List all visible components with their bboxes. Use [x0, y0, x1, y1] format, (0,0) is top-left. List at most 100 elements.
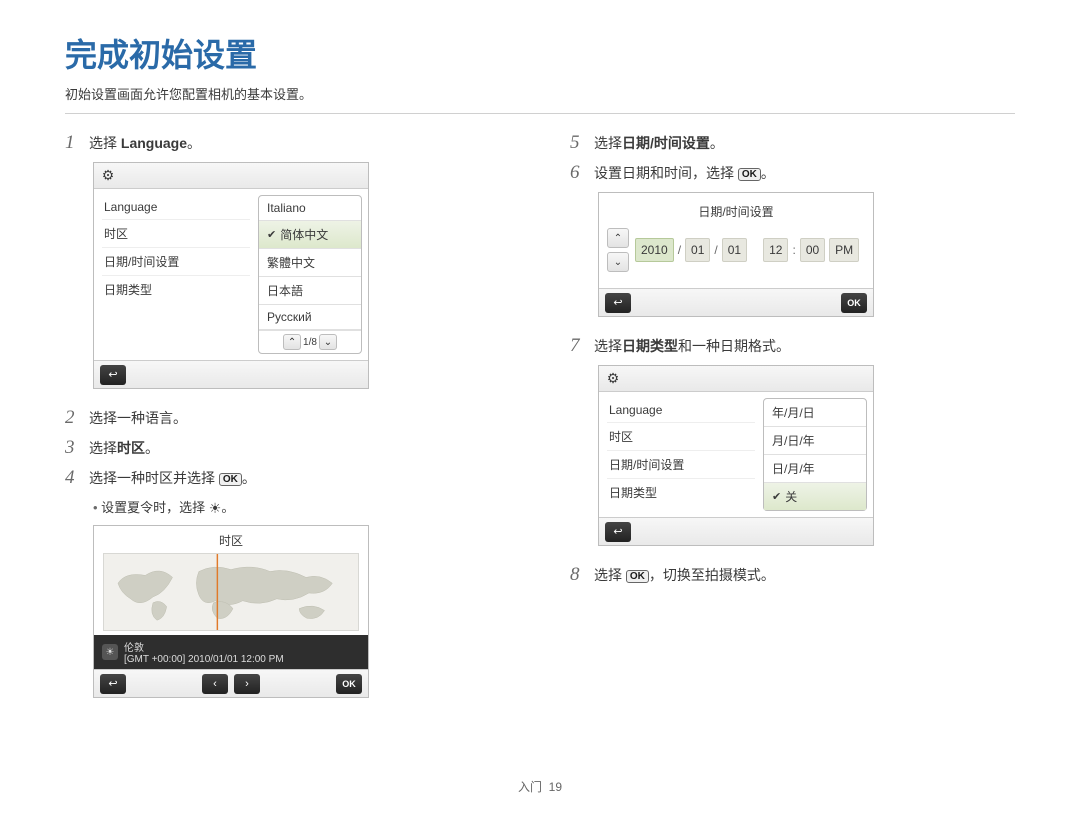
language-options: Italiano ✔ 简体中文 繁體中文 日本語 Русский ⌃ 1/8 ⌄ [258, 195, 362, 354]
back-button[interactable]: ↩ [100, 674, 126, 694]
page-down-button[interactable]: ⌄ [319, 334, 337, 350]
step-4-post: 。 [242, 470, 256, 486]
tz-datetime: [GMT +00:00] 2010/01/01 12:00 PM [124, 654, 284, 665]
lang-option-label: 简体中文 [280, 226, 328, 243]
step-3-pre: 选择 [89, 440, 117, 456]
step-4-pre: 选择一种时区并选择 [89, 470, 219, 486]
step-5-post: 。 [710, 135, 724, 151]
step-4: 4 选择一种时区并选择 OK。 [65, 467, 510, 489]
dt-title: 日期/时间设置 [607, 203, 865, 220]
year-field[interactable]: 2010 [635, 238, 674, 262]
menu-item-language[interactable]: Language [607, 398, 755, 423]
gear-icon: ⚙ [605, 371, 621, 387]
step-4-sub-pre: 设置夏令时，选择 [101, 500, 209, 515]
language-screen: ⚙ Language 时区 日期/时间设置 日期类型 Italiano ✔ 简体中… [93, 162, 369, 389]
spin-down-button[interactable]: ⌄ [607, 252, 629, 272]
step-7-post: 和一种日期格式。 [678, 338, 790, 354]
step-6-pre: 设置日期和时间，选择 [594, 165, 738, 181]
step-number: 8 [570, 564, 584, 586]
back-button[interactable]: ↩ [605, 522, 631, 542]
value-spinner: ⌃ ⌄ [607, 228, 629, 272]
step-3-bold: 时区 [117, 440, 145, 456]
minute-field[interactable]: 00 [800, 238, 825, 262]
step-5-bold: 日期/时间设置 [622, 135, 710, 151]
step-4-sub: 设置夏令时，选择 ☀。 [93, 497, 510, 517]
step-4-sub-post: 。 [221, 500, 234, 515]
datetype-option[interactable]: 年/月/日 [764, 399, 866, 427]
back-button[interactable]: ↩ [605, 293, 631, 313]
month-field[interactable]: 01 [685, 238, 710, 262]
datetype-options: 年/月/日 月/日/年 日/月/年 ✔关 [763, 398, 867, 511]
step-7-bold: 日期类型 [622, 338, 678, 354]
check-icon: ✔ [267, 228, 276, 241]
menu-item-language[interactable]: Language [102, 195, 250, 220]
step-number: 1 [65, 132, 79, 154]
lang-option[interactable]: 繁體中文 [259, 249, 361, 277]
datetype-option-label: 关 [785, 488, 797, 505]
step-7-pre: 选择 [594, 338, 622, 354]
datetime-screen: 日期/时间设置 ⌃ ⌄ 2010 / 01 / 01 12 : [598, 192, 874, 317]
datetype-option-selected[interactable]: ✔关 [764, 483, 866, 510]
datetype-screen: ⚙ Language 时区 日期/时间设置 日期类型 年/月/日 月/日/年 日… [598, 365, 874, 546]
step-2: 2 选择一种语言。 [65, 407, 510, 429]
step-8-pre: 选择 [594, 567, 626, 583]
world-map[interactable] [103, 553, 359, 631]
page-indicator: 1/8 [303, 337, 317, 348]
menu-item-timezone[interactable]: 时区 [102, 220, 250, 248]
pager: ⌃ 1/8 ⌄ [259, 330, 361, 353]
step-3-post: 。 [145, 440, 159, 456]
ampm-field[interactable]: PM [829, 238, 859, 262]
step-3: 3 选择时区。 [65, 437, 510, 459]
day-field[interactable]: 01 [722, 238, 747, 262]
gear-icon: ⚙ [100, 168, 116, 184]
step-6-post: 。 [761, 165, 775, 181]
step-1: 1 选择 Language。 [65, 132, 510, 154]
page-footer: 入门 19 [0, 778, 1080, 795]
menu-item-datetype[interactable]: 日期类型 [607, 479, 755, 506]
step-6: 6 设置日期和时间，选择 OK。 [570, 162, 1015, 184]
settings-menu: Language 时区 日期/时间设置 日期类型 [94, 189, 258, 360]
timezone-screen: 时区 ☀ [93, 525, 369, 698]
datetype-option[interactable]: 月/日/年 [764, 427, 866, 455]
page-up-button[interactable]: ⌃ [283, 334, 301, 350]
step-number: 5 [570, 132, 584, 154]
footer-page: 19 [549, 780, 562, 794]
page-subtitle: 初始设置画面允许您配置相机的基本设置。 [65, 84, 1015, 114]
step-5: 5 选择日期/时间设置。 [570, 132, 1015, 154]
left-column: 1 选择 Language。 ⚙ Language 时区 日期/时间设置 日期类… [65, 132, 510, 716]
menu-item-datetime[interactable]: 日期/时间设置 [102, 248, 250, 276]
step-1-pre: 选择 [89, 135, 121, 151]
menu-item-datetime[interactable]: 日期/时间设置 [607, 451, 755, 479]
datetype-option[interactable]: 日/月/年 [764, 455, 866, 483]
menu-item-datetype[interactable]: 日期类型 [102, 276, 250, 303]
step-8: 8 选择 OK，切换至拍摄模式。 [570, 564, 1015, 586]
spin-up-button[interactable]: ⌃ [607, 228, 629, 248]
ok-button[interactable]: OK [841, 293, 867, 313]
next-button[interactable]: › [234, 674, 260, 694]
ok-button[interactable]: OK [336, 674, 362, 694]
step-7: 7 选择日期类型和一种日期格式。 [570, 335, 1015, 357]
step-number: 2 [65, 407, 79, 429]
lang-option[interactable]: Italiano [259, 196, 361, 221]
prev-button[interactable]: ‹ [202, 674, 228, 694]
menu-item-timezone[interactable]: 时区 [607, 423, 755, 451]
step-5-pre: 选择 [594, 135, 622, 151]
lang-option[interactable]: Русский [259, 305, 361, 330]
step-number: 6 [570, 162, 584, 184]
footer-section: 入门 [518, 780, 542, 794]
step-number: 3 [65, 437, 79, 459]
back-button[interactable]: ↩ [100, 365, 126, 385]
tz-status-bar: ☀ 伦敦 [GMT +00:00] 2010/01/01 12:00 PM [94, 635, 368, 669]
ok-icon: OK [626, 570, 649, 583]
page-title: 完成初始设置 [65, 30, 1015, 76]
sun-icon: ☀ [209, 500, 222, 516]
step-1-bold: Language [121, 135, 187, 151]
lang-option[interactable]: 日本語 [259, 277, 361, 305]
hour-field[interactable]: 12 [763, 238, 788, 262]
step-1-post: 。 [187, 135, 201, 151]
lang-option-selected[interactable]: ✔ 简体中文 [259, 221, 361, 249]
ok-icon: OK [738, 168, 761, 181]
dst-icon[interactable]: ☀ [102, 644, 118, 660]
tz-title: 时区 [94, 526, 368, 553]
right-column: 5 选择日期/时间设置。 6 设置日期和时间，选择 OK。 日期/时间设置 ⌃ … [570, 132, 1015, 716]
